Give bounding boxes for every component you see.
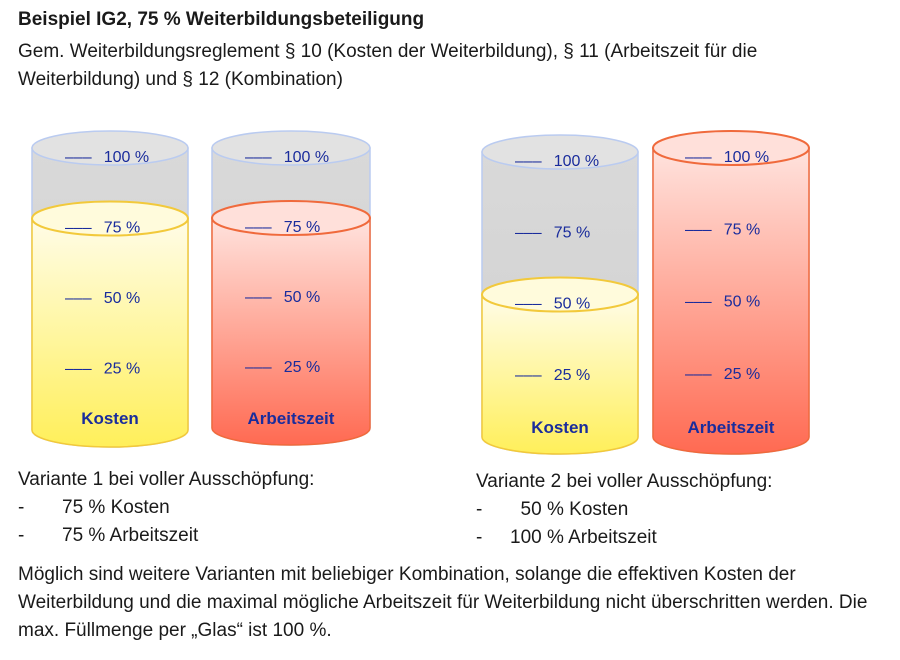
scale-mark: ––– 25 %: [515, 367, 590, 384]
scale-mark: ––– 50 %: [65, 290, 140, 307]
glass-rim: [31, 130, 189, 166]
glass-arbeitszeit: ––– 100 % ––– 75 % ––– 50 % ––– 25 % Arbeitszeit: [211, 130, 371, 446]
scale-mark: ––– 25 %: [245, 359, 320, 376]
scale-mark: ––– 50 %: [685, 294, 760, 311]
scale-mark: ––– 100 %: [65, 149, 149, 166]
glass-fill: [31, 217, 189, 448]
variant-2-heading: Variante 2 bei voller Ausschöpfung:: [476, 471, 773, 492]
glass-fill: [481, 293, 639, 455]
glass-fill: [211, 217, 371, 446]
scale-mark: ––– 75 %: [65, 220, 140, 237]
glass-arbeitszeit: ––– 100 % ––– 75 % ––– 50 % ––– 25 % Arbeitszeit: [652, 130, 810, 455]
glass-rim: [481, 134, 639, 170]
glass-fill-surface: [31, 200, 189, 237]
variant-2-item: - 100 % Arbeitszeit: [476, 524, 772, 552]
scale-mark: ––– 50 %: [245, 289, 320, 306]
glass-fill-surface: [481, 276, 639, 313]
variant-1-item-text: 75 % Arbeitszeit: [62, 525, 199, 546]
scale-mark: ––– 25 %: [65, 361, 140, 378]
scale-mark: ––– 75 %: [685, 221, 760, 238]
glass-label: Arbeitszeit: [688, 418, 775, 437]
variant-2-item: - 50 % Kosten: [476, 496, 772, 524]
scale-mark: ––– 75 %: [515, 224, 590, 241]
scale-mark: ––– 25 %: [685, 366, 760, 383]
variant-1: Variante 1 bei voller Ausschöpfung: - 75…: [18, 466, 314, 550]
scale-mark: ––– 50 %: [515, 296, 590, 313]
variant-2-item-text: 50 % Kosten: [510, 499, 629, 520]
variant-1-item: - 75 % Kosten: [18, 494, 314, 522]
glass-rim: [211, 130, 371, 166]
list-dash: -: [18, 525, 25, 546]
list-dash: -: [476, 527, 483, 548]
glass-kosten: ––– 100 % ––– 75 % ––– 50 % ––– 25 % Kosten: [481, 134, 639, 455]
glass-kosten: ––– 100 % ––– 75 % ––– 50 % ––– 25 % Kosten: [31, 130, 189, 448]
glass-fill-surface: [211, 200, 371, 236]
glass-fill: [652, 147, 810, 455]
glass-label: Arbeitszeit: [248, 409, 335, 428]
scale-mark: ––– 75 %: [245, 219, 320, 236]
glasses-diagram: ––– 100 %––– 75 %––– 50 %––– 25 %Kosten––– 10…: [31, 130, 810, 455]
scale-mark: ––– 100 %: [245, 149, 329, 166]
variant-1-item-text: 75 % Kosten: [62, 497, 170, 518]
footer-note: Möglich sind weitere Varianten mit belie…: [18, 564, 868, 641]
variant-1-item: - 75 % Arbeitszeit: [18, 522, 314, 550]
variant-1-heading: Variante 1 bei voller Ausschöpfung:: [18, 469, 315, 490]
glass-label: Kosten: [81, 409, 139, 428]
list-dash: -: [18, 497, 25, 518]
scale-mark: ––– 100 %: [685, 149, 769, 166]
list-dash: -: [476, 499, 483, 520]
glass-label: Kosten: [531, 418, 589, 437]
glass-fill-surface: [652, 130, 810, 166]
variant-2: Variante 2 bei voller Ausschöpfung: - 50…: [476, 468, 772, 552]
scale-mark: ––– 100 %: [515, 153, 599, 170]
page-title: Beispiel IG2, 75 % Weiterbildungsbeteili…: [18, 9, 425, 30]
variant-2-item-text: 100 % Arbeitszeit: [510, 527, 657, 548]
page-subtitle: Gem. Weiterbildungsreglement § 10 (Koste…: [18, 41, 758, 90]
